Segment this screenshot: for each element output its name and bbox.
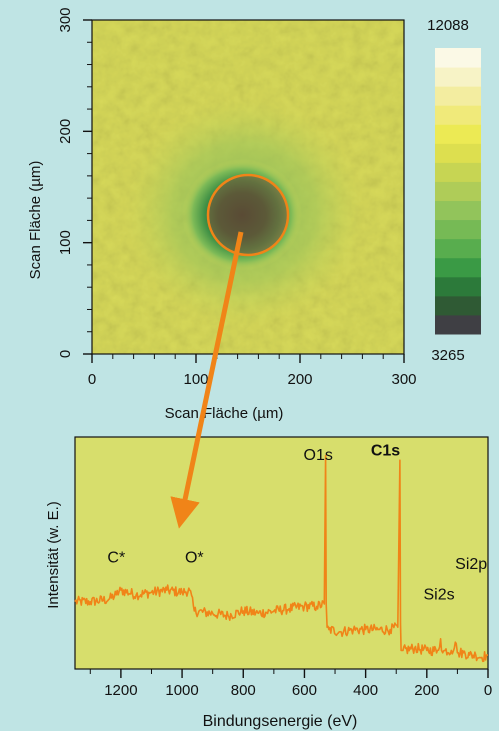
- colorbar-max-label: 12088: [427, 17, 469, 34]
- map-x-label: Scan Fläche (µm): [165, 405, 284, 422]
- colorbar-step: [435, 200, 481, 221]
- spectrum-x-label: Bindungsenergie (eV): [203, 713, 358, 730]
- map-x-tick-label: 300: [391, 371, 416, 388]
- spectrum-x-tick-label: 1000: [165, 682, 198, 699]
- spectrum-annotation: Si2s: [423, 586, 454, 603]
- map-y-label: Scan Fläche (µm): [27, 161, 44, 280]
- spectrum-x-tick-label: 0: [484, 682, 492, 699]
- colorbar-step: [435, 257, 481, 278]
- spectrum-annotation: Si2p: [455, 556, 487, 573]
- colorbar-step: [435, 124, 481, 144]
- map-x-tick-label: 0: [88, 371, 96, 388]
- colorbar-step: [435, 67, 481, 87]
- colorbar-step: [435, 181, 481, 202]
- colorbar-step: [435, 105, 481, 125]
- colorbar-min-label: 3265: [431, 347, 464, 364]
- spectrum-axes: 1200 1000 800 600 400 200 0: [89, 669, 492, 699]
- colorbar-step: [435, 295, 481, 316]
- map-x-tick-label: 100: [183, 371, 208, 388]
- spectrum-annotation: C1s: [371, 443, 400, 460]
- analysis-area-circle: [206, 173, 290, 257]
- map-y-tick-label: 0: [57, 350, 74, 358]
- spectrum-annotation: O1s: [304, 447, 333, 464]
- map-y-tick-label: 200: [57, 119, 74, 144]
- colorbar: 12088 3265: [427, 17, 481, 364]
- xps-map: 0 100 200 300 0 100 200 300 Scan Fläche (µm) Sc…: [27, 7, 417, 422]
- spectrum-x-tick-label: 800: [231, 682, 256, 699]
- spectrum-y-label: Intensität (w. E.): [45, 501, 62, 609]
- spectrum-series-line: [74, 454, 488, 663]
- map-frame: [91, 19, 405, 355]
- xps-spectrum: 1200 1000 800 600 400 200 0 C* O* O1s C1s Si2sSi2p…: [45, 436, 492, 730]
- map-axes: 0 100 200 300 0 100 200 300: [57, 7, 417, 388]
- colorbar-step: [435, 86, 481, 106]
- spectrum-x-tick-label: 1200: [104, 682, 137, 699]
- colorbar-steps: [435, 48, 481, 335]
- colorbar-step: [435, 143, 481, 163]
- colorbar-step: [435, 162, 481, 182]
- colorbar-step: [435, 276, 481, 297]
- spectrum-annotation: C*: [107, 549, 125, 566]
- map-x-tick-label: 200: [287, 371, 312, 388]
- colorbar-step: [435, 238, 481, 259]
- colorbar-step: [435, 48, 481, 68]
- spectrum-plot-area: [74, 436, 489, 670]
- spectrum-x-tick-label: 400: [353, 682, 378, 699]
- map-y-tick-label: 300: [57, 7, 74, 32]
- colorbar-step: [435, 219, 481, 240]
- colorbar-step: [435, 314, 481, 335]
- spectrum-x-tick-label: 200: [414, 682, 439, 699]
- spectrum-annotation: O*: [185, 549, 204, 566]
- spectrum-x-tick-label: 600: [292, 682, 317, 699]
- map-y-tick-label: 100: [57, 230, 74, 255]
- connector-arrow: [170, 231, 244, 529]
